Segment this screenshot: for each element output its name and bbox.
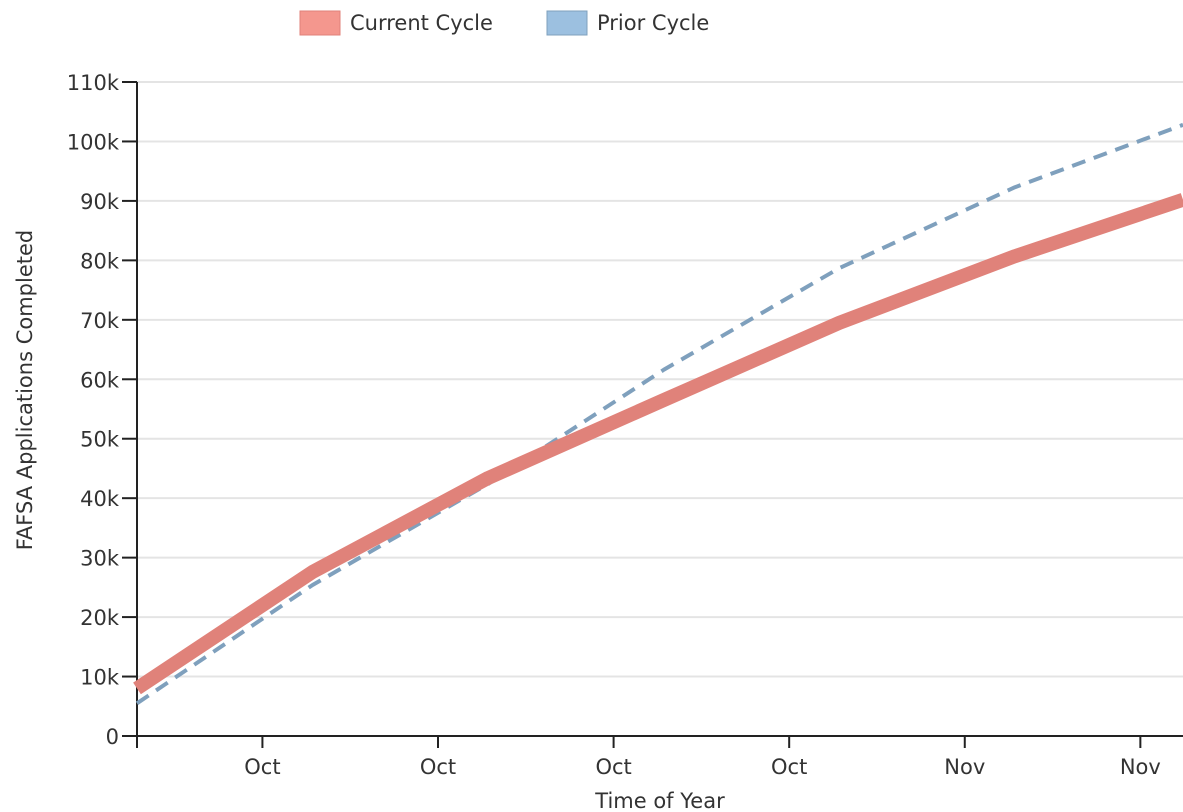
y-tick-label: 110k — [67, 71, 120, 95]
y-tick-label: 60k — [80, 368, 120, 392]
legend-label: Current Cycle — [350, 11, 493, 35]
x-axis-title: Time of Year — [594, 789, 725, 812]
x-tick-label: Nov — [944, 755, 985, 779]
y-tick-label: 80k — [80, 249, 120, 273]
y-tick-label: 50k — [80, 428, 120, 452]
series-line — [133, 193, 1183, 695]
series-line — [135, 122, 1183, 705]
x-tick-label: Oct — [595, 755, 631, 779]
y-tick-label: 100k — [67, 130, 120, 154]
y-tick-label: 20k — [80, 606, 120, 630]
legend-label: Prior Cycle — [597, 11, 709, 35]
y-axis-title: FAFSA Applications Completed — [13, 230, 37, 550]
legend-swatch — [299, 10, 341, 36]
y-tick-label: 30k — [80, 547, 120, 571]
y-tick-label: 70k — [80, 309, 120, 333]
y-tick-label: 90k — [80, 190, 120, 214]
x-tick-label: Oct — [420, 755, 456, 779]
x-tick-label: Oct — [771, 755, 807, 779]
x-tick-label: Nov — [1120, 755, 1161, 779]
legend-swatch — [546, 10, 588, 36]
y-tick-label: 10k — [80, 666, 120, 690]
y-tick-label: 0 — [106, 725, 119, 749]
x-tick-label: Oct — [244, 755, 280, 779]
y-tick-label: 40k — [80, 487, 120, 511]
